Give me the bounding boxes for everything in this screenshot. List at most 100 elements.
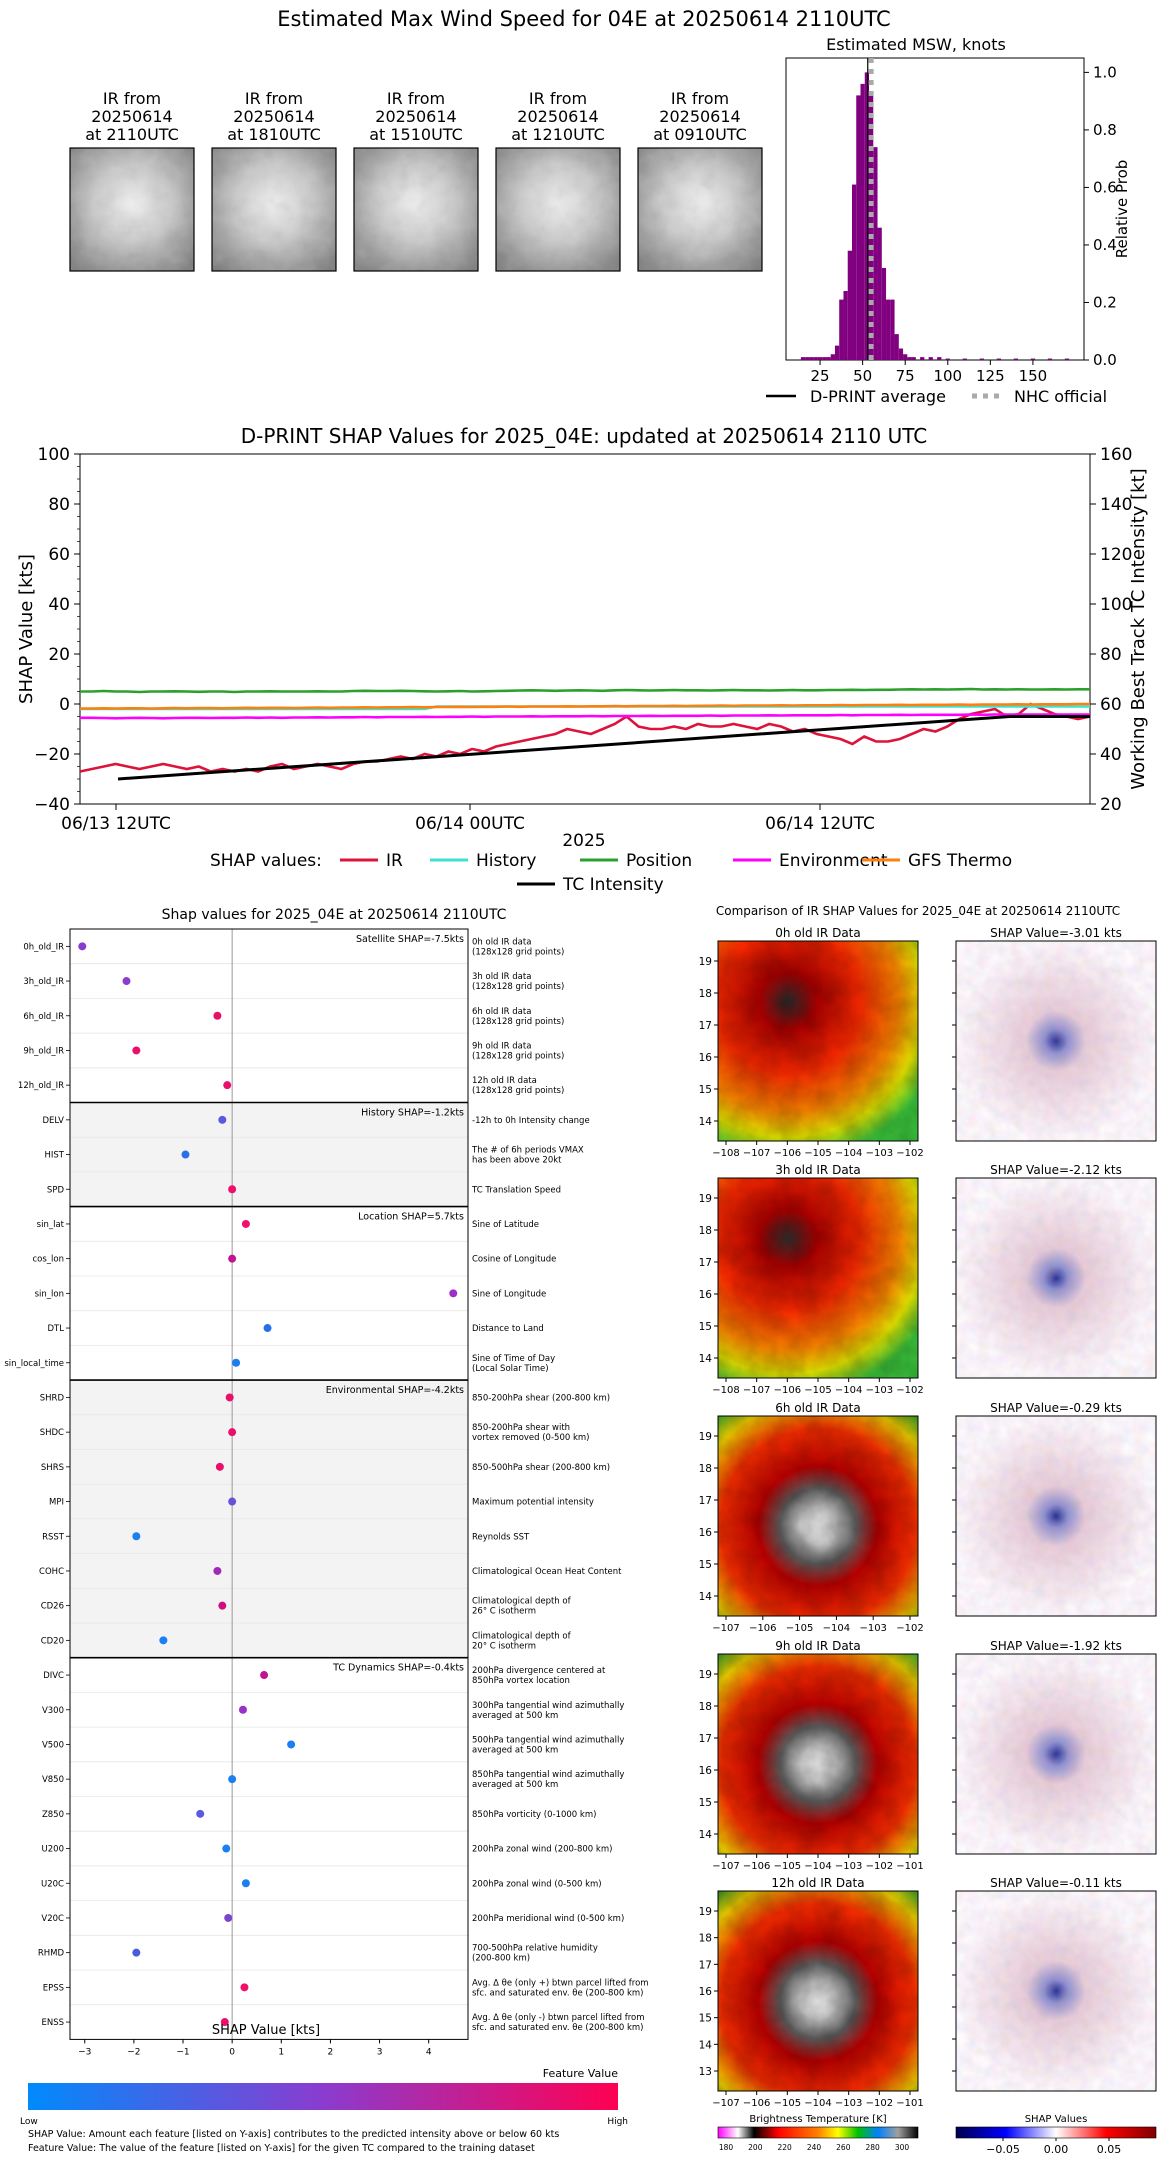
feature-name: SHRS [41, 1463, 64, 1473]
timeseries-ytick-label: −20 [34, 745, 70, 765]
feature-description-line2: 20° C isotherm [472, 1641, 536, 1651]
thumb-label-line1: IR from [245, 89, 303, 108]
feature-point [196, 1809, 205, 1818]
legend-series-name: Environment [779, 851, 888, 871]
group-label: Environmental SHAP=-4.2kts [326, 1385, 464, 1396]
feature-description-line1: The # of 6h periods VMAX [471, 1146, 584, 1156]
ir-ytick-label: 19 [699, 1906, 712, 1918]
ir-comparison-panel: Comparison of IR SHAP Values for 2025_04… [699, 904, 1157, 2156]
ir-ytick-label: 19 [699, 1431, 712, 1443]
histogram-ytick-label: 1.0 [1093, 63, 1117, 81]
group-label: Location SHAP=5.7kts [358, 1212, 464, 1223]
ir-ytick-label: 18 [699, 1463, 712, 1475]
ir-ytick-label: 19 [699, 1669, 712, 1681]
timeseries-ytick-label: 0 [59, 695, 70, 715]
group-label: History SHAP=-1.2kts [361, 1108, 464, 1119]
ir-thumbnail-frame [637, 147, 763, 272]
histogram-xtick-label: 125 [976, 367, 1005, 385]
histogram-bar [839, 299, 844, 360]
feature-point [232, 1358, 241, 1367]
feature-point [241, 1879, 250, 1888]
shap-panel-texture [956, 1654, 1156, 1854]
feature-point [215, 1462, 224, 1471]
ir-ytick-label: 17 [699, 1733, 712, 1745]
shap-colorbar-title: SHAP Values [1025, 2114, 1088, 2125]
group-label: TC Dynamics SHAP=-0.4kts [332, 1663, 464, 1674]
footnote-shap: SHAP Value: Amount each feature [listed … [28, 2129, 559, 2140]
histogram-bar [907, 357, 912, 360]
feature-description-line2: (128x128 grid points) [472, 947, 564, 957]
feature-description-line1: 0h old IR data [472, 937, 531, 947]
ir-xtick-label: −107 [743, 1148, 770, 1159]
histogram-bar [1013, 358, 1019, 360]
ir-ytick-label: 18 [699, 1933, 712, 1945]
shap-panel-texture [956, 1416, 1156, 1616]
ir-xtick-label: −103 [866, 1148, 893, 1159]
feature-point [241, 1219, 250, 1228]
feature-name: cos_lon [32, 1255, 64, 1265]
ir-thumbnail-texture [354, 148, 478, 271]
timeseries-y2tick-label: 80 [1100, 645, 1122, 665]
feature-description-line1: -12h to 0h Intensity change [472, 1116, 590, 1126]
ir-xtick-label: −104 [835, 1148, 862, 1159]
shap-panel-texture [956, 1891, 1156, 2091]
feature-description-line2: sfc. and saturated env. θe (200-800 km) [472, 2023, 644, 2033]
feature-name: DELV [42, 1116, 64, 1126]
feature-description-line1: Sine of Time of Day [472, 1354, 555, 1364]
ir-xtick-label: −101 [896, 2098, 923, 2109]
feature-point [287, 1740, 296, 1749]
timeseries-xlabel: 2025 [562, 831, 605, 851]
histogram-bar [881, 267, 887, 360]
shap-panel-frame [955, 1415, 1157, 1617]
feature-description-line2: (128x128 grid points) [472, 1086, 564, 1096]
ir-xtick-label: −102 [896, 1148, 923, 1159]
feature-name: V300 [42, 1706, 64, 1716]
feature-description-line1: Maximum potential intensity [472, 1498, 594, 1508]
histogram-title: Estimated MSW, knots [826, 35, 1006, 54]
feature-point [225, 1393, 234, 1402]
comparison-title: Comparison of IR SHAP Values for 2025_04… [716, 904, 1120, 918]
feature-point [122, 977, 131, 986]
feature-name: DTL [48, 1324, 65, 1334]
feature-description-line1: Climatological depth of [472, 1597, 572, 1607]
feature-point [213, 1011, 222, 1020]
ir-panel-title: 12h old IR Data [771, 1876, 864, 1890]
ir-panel-title: 6h old IR Data [775, 1401, 861, 1415]
feature-name: U20C [41, 1879, 64, 1889]
thumb-label-line3: at 1210UTC [511, 125, 605, 144]
feature-description-line1: 9h old IR data [472, 1041, 531, 1051]
timeseries-y2tick-label: 160 [1100, 445, 1132, 465]
histogram-bar [1064, 358, 1070, 360]
ir-xtick-label: −103 [866, 1385, 893, 1396]
ir-xtick-label: −106 [743, 1861, 770, 1872]
histogram-bar [890, 299, 895, 360]
ir-panel-frame [717, 1415, 919, 1617]
feature-point [218, 1601, 227, 1610]
timeseries-y2tick-label: 100 [1100, 595, 1132, 615]
feature-description-line2: 26° C isotherm [472, 1607, 536, 1617]
histogram-xtick-label: 150 [1019, 367, 1048, 385]
feature-description-line1: 850-200hPa shear with [472, 1423, 570, 1433]
ir-thumbnail-frame [69, 147, 195, 272]
feature-description-line1: 200hPa zonal wind (200-800 km) [472, 1845, 612, 1855]
ir-ytick-label: 17 [699, 1020, 712, 1032]
ir-ytick-label: 16 [699, 1052, 713, 1064]
ir-thumbnail-texture [70, 148, 194, 271]
feature-description-line1: TC Translation Speed [471, 1185, 561, 1195]
feature-description-line2: vortex removed (0-500 km) [472, 1433, 589, 1443]
histogram-bar [864, 72, 870, 360]
thumb-label-line3: at 1510UTC [369, 125, 463, 144]
feature-point [132, 1948, 141, 1957]
thumb-label-line2: 20250614 [375, 107, 456, 126]
feature-description-line1: Climatological Ocean Heat Content [472, 1567, 622, 1577]
ir-xtick-label: −105 [774, 2098, 801, 2109]
feature-description-line1: Climatological depth of [472, 1631, 572, 1641]
timeseries-legend: SHAP values: IR History Position Environmen… [210, 851, 1012, 895]
feature-description-line1: 6h old IR data [472, 1007, 531, 1017]
histogram-bar [856, 95, 861, 360]
histogram-bar [877, 227, 882, 360]
feature-point [260, 1671, 269, 1680]
ir-ytick-label: 18 [699, 1225, 712, 1237]
thumb-label-line2: 20250614 [659, 107, 740, 126]
feature-description-line2: (200-800 km) [472, 1954, 530, 1964]
